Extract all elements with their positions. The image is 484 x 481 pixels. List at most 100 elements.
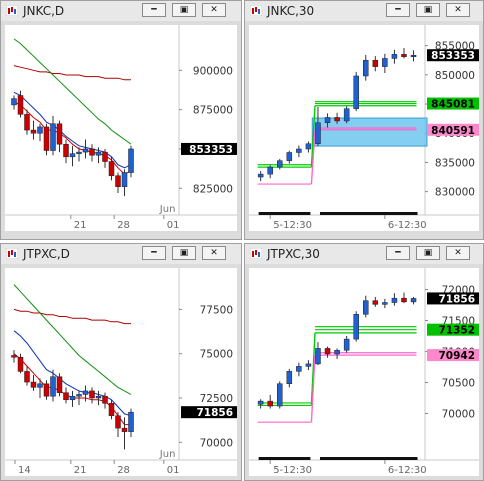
session-bar (258, 457, 311, 460)
price-label-box (181, 406, 237, 419)
candle-body (257, 173, 264, 178)
candle-body (343, 338, 350, 351)
candle-body (69, 395, 76, 401)
price-label-box (427, 97, 479, 110)
moving-average-line (13, 65, 131, 81)
minimize-icon[interactable]: ━ (386, 246, 410, 260)
close-icon[interactable]: ✕ (446, 246, 470, 260)
price-label-text: 71856 (196, 407, 233, 419)
candle-body (37, 126, 43, 134)
y-tick-label: 72500 (200, 393, 233, 405)
candle-body (24, 371, 30, 383)
x-tick-label: 5-12:30 (273, 220, 312, 231)
close-icon[interactable]: ✕ (202, 246, 226, 260)
candle-body (391, 297, 398, 303)
candle-body (277, 383, 283, 407)
y-tick-label: 900000 (193, 65, 233, 77)
candle-body (115, 175, 121, 187)
candle-body (372, 59, 379, 67)
minimize-icon[interactable]: ━ (142, 3, 166, 17)
candle-body (363, 300, 369, 315)
level-step-line (310, 355, 316, 423)
chart-area[interactable]: 8550008500008450008400008350008300005-12… (249, 25, 479, 231)
restore-icon[interactable]: ▣ (172, 3, 196, 17)
x-tick-label: 6-12:30 (388, 465, 427, 476)
minimize-icon[interactable]: ━ (386, 3, 410, 17)
chart-window-jtpxc-daily[interactable]: JTPXC,D ━ ▣ ✕ 77500 75000 72500 70000 14 21 28… (0, 243, 242, 481)
candle-body (296, 366, 302, 372)
y-tick-label: 875000 (193, 105, 233, 117)
window-title: JNKC,D (23, 4, 65, 18)
chart-area[interactable]: 72000715007100070500700005-12:306-12:307… (249, 268, 479, 476)
candle-body (315, 348, 321, 365)
candle-body (11, 98, 17, 106)
candle-body (401, 297, 407, 303)
candle-body (334, 117, 340, 122)
y-tick-label: 75000 (200, 349, 233, 361)
candle-body (95, 395, 102, 399)
session-bar (319, 457, 418, 460)
candle-body (296, 148, 302, 153)
minimize-icon[interactable]: ━ (142, 246, 166, 260)
chart-area[interactable]: 900000875000850000825000212801Jun853353 (5, 25, 237, 231)
candle-body (24, 114, 30, 131)
level-step-line (310, 332, 316, 406)
x-tick-label: 01 (167, 465, 180, 476)
price-label-text: 70942 (438, 350, 475, 362)
candle-body (89, 390, 95, 399)
restore-icon[interactable]: ▣ (172, 246, 196, 260)
candle-body (305, 143, 312, 150)
price-label-box (181, 142, 237, 155)
candle-body (11, 355, 17, 358)
x-tick-label: 21 (74, 220, 87, 231)
candle-body (17, 357, 24, 372)
candle-body (324, 117, 331, 123)
candle-body (95, 151, 102, 156)
candle-body (410, 298, 417, 303)
candle-body (128, 148, 134, 173)
session-bar (319, 212, 418, 215)
candle-body (372, 300, 379, 305)
window-titlebar[interactable]: JTPXC,30 ━ ▣ ✕ (245, 244, 483, 264)
window-titlebar[interactable]: JNKC,30 ━ ▣ ✕ (245, 1, 483, 21)
candle-body (353, 75, 359, 109)
candle-body (286, 371, 293, 384)
moving-average-line (13, 91, 132, 169)
chart-area[interactable]: 77500 75000 72500 70000 14 21 28 01 Jun 71856 (5, 268, 237, 476)
window-titlebar[interactable]: JTPXC,D ━ ▣ ✕ (1, 244, 241, 264)
price-chart[interactable]: 77500 75000 72500 70000 14 21 28 01 Jun 71856 (5, 268, 237, 476)
chart-window-jnkc-daily[interactable]: JNKC,D ━ ▣ ✕ 900000875000850000825000212… (0, 0, 242, 240)
x-month-label: Jun (159, 449, 176, 460)
close-icon[interactable]: ✕ (202, 3, 226, 17)
level-step-line (310, 105, 316, 168)
x-tick-label: 6-12:30 (388, 220, 427, 231)
highlight-zone (311, 117, 428, 147)
candle-body (43, 383, 50, 397)
chart-window-jnkc-30min[interactable]: JNKC,30 ━ ▣ ✕ 85500085000084500084000083… (244, 0, 484, 240)
y-tick-label: 850000 (435, 70, 475, 82)
restore-icon[interactable]: ▣ (416, 246, 440, 260)
candle-body (108, 403, 115, 416)
price-chart[interactable]: 8550008500008450008400008350008300005-12… (249, 25, 479, 231)
window-titlebar[interactable]: JNKC,D ━ ▣ ✕ (1, 1, 241, 21)
close-icon[interactable]: ✕ (446, 3, 470, 17)
chart-window-jtpxc-30min[interactable]: JTPXC,30 ━ ▣ ✕ 7200071500710007050070000… (244, 243, 484, 481)
candle-body (363, 59, 369, 77)
candle-body (56, 123, 63, 145)
candle-body (315, 122, 321, 144)
price-chart[interactable]: 900000875000850000825000212801Jun853353 (5, 25, 237, 231)
candle-body (267, 166, 273, 175)
y-tick-label: 825000 (193, 183, 233, 195)
moving-average-line (13, 308, 131, 325)
price-label-box (427, 49, 479, 62)
y-tick-label: 70000 (442, 409, 475, 421)
candle-body (76, 394, 82, 397)
price-chart[interactable]: 72000715007100070500700005-12:306-12:307… (249, 268, 479, 476)
level-step-line (310, 129, 316, 185)
candle-body (69, 153, 76, 158)
restore-icon[interactable]: ▣ (416, 3, 440, 17)
candle-body (277, 160, 283, 168)
candle-body (63, 392, 69, 401)
price-label-text: 845081 (431, 99, 475, 111)
chart-app-icon (250, 5, 262, 16)
